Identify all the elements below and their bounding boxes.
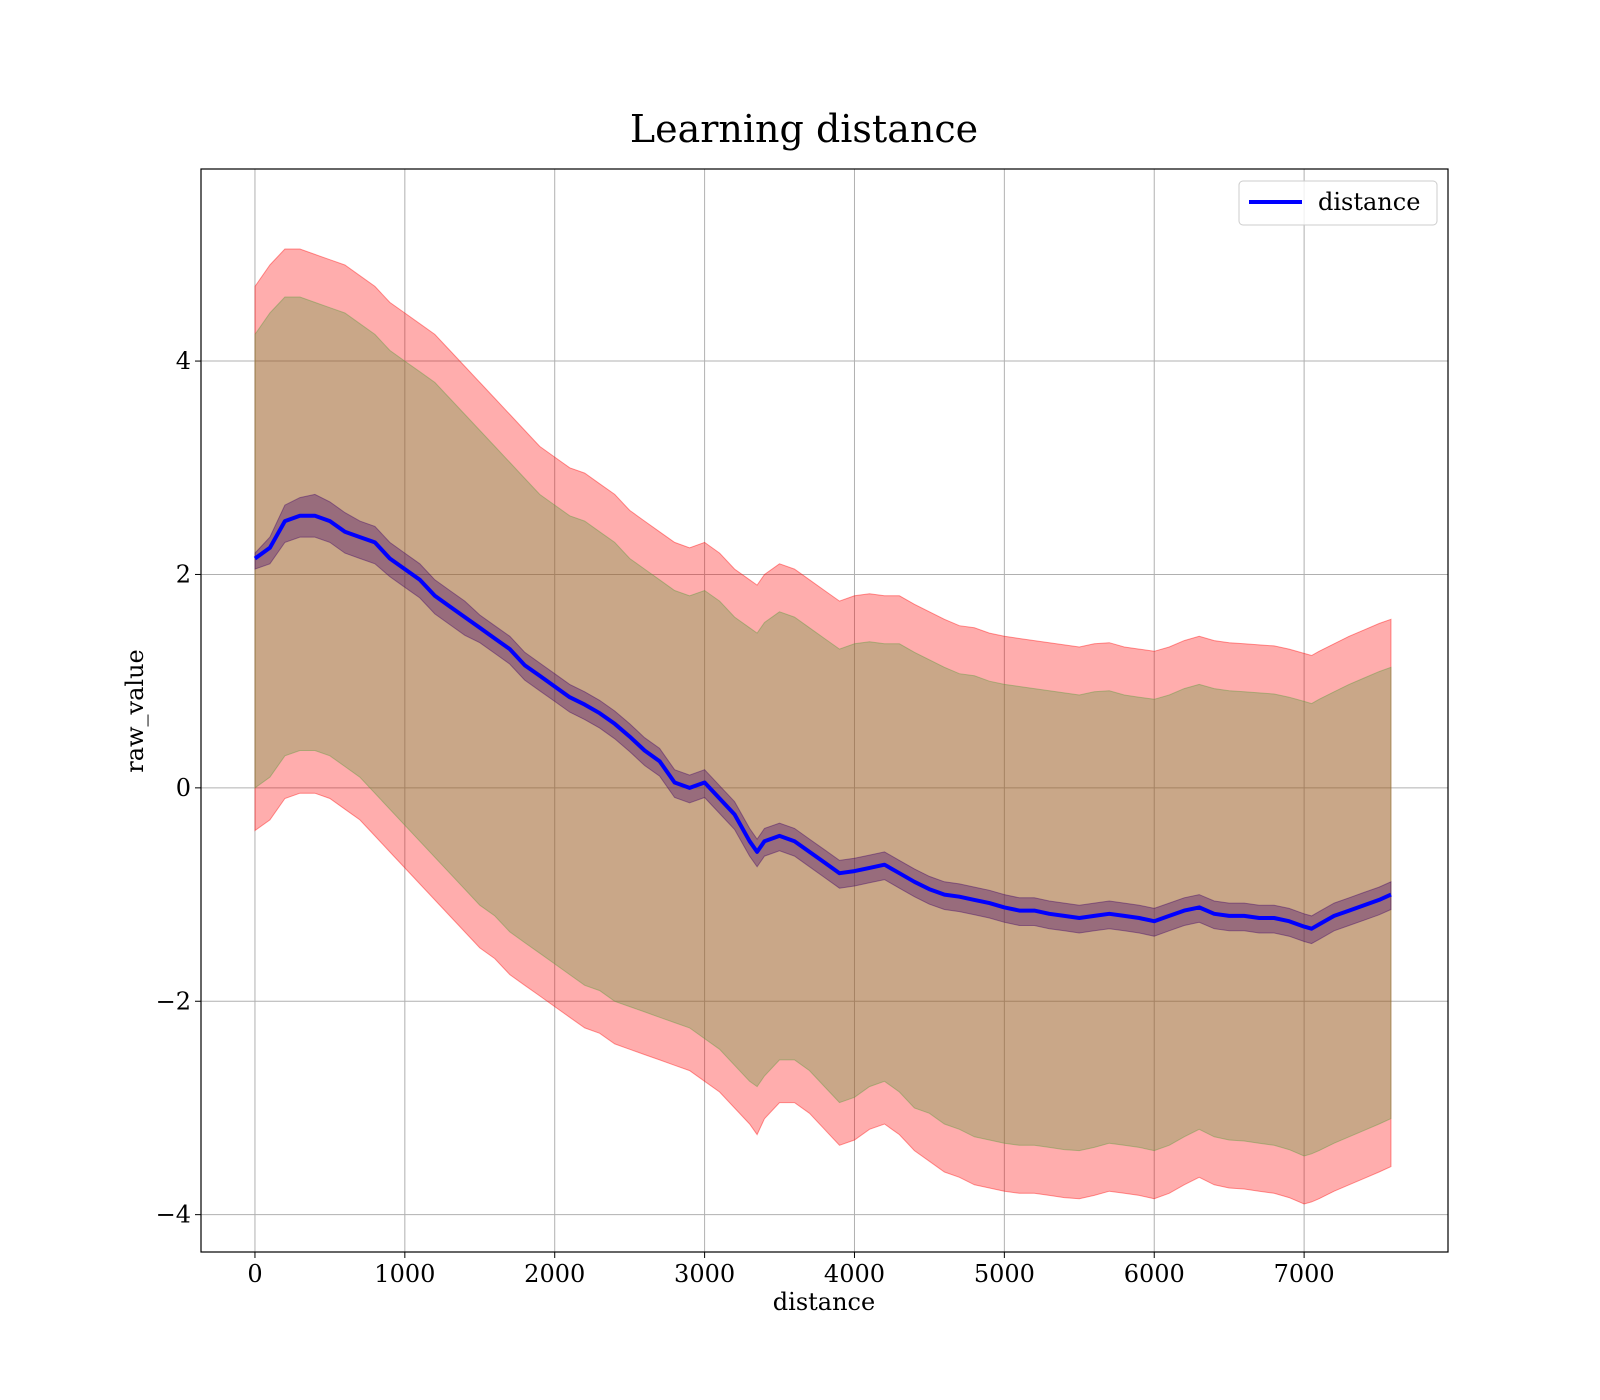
x-tick-label: 4000 [824,1260,885,1288]
x-tick-label: 7000 [1274,1260,1335,1288]
grid [201,169,1448,1252]
middle-band [254,296,1392,1157]
x-axis-ticks: 0 1000 2000 3000 4000 5000 6000 7000 [247,1252,1335,1288]
x-tick-label: 5000 [974,1260,1035,1288]
series-line-distance [253,513,1392,931]
outer-band [254,248,1392,1205]
plot-frame [200,168,1449,1253]
y-tick-label: 2 [176,560,191,588]
x-axis-label: distance [773,1288,875,1316]
x-tick-label: 6000 [1124,1260,1185,1288]
y-tick-label: −4 [156,1201,191,1229]
x-tick-label: 0 [247,1260,262,1288]
x-tick-label: 2000 [524,1260,585,1288]
legend-label-distance: distance [1318,188,1420,216]
legend-box [1238,180,1438,226]
series-lines [253,513,1392,931]
y-tick-label: −2 [156,987,191,1015]
legend: distance [1238,180,1438,226]
x-tick-label: 3000 [674,1260,735,1288]
chart-title: Learning distance [630,107,978,151]
y-tick-label: 4 [176,347,191,375]
y-tick-label: 0 [176,774,191,802]
x-tick-label: 1000 [374,1260,435,1288]
y-axis-label: raw_value [121,649,149,773]
y-axis-ticks: −4 −2 0 2 4 [156,347,201,1229]
